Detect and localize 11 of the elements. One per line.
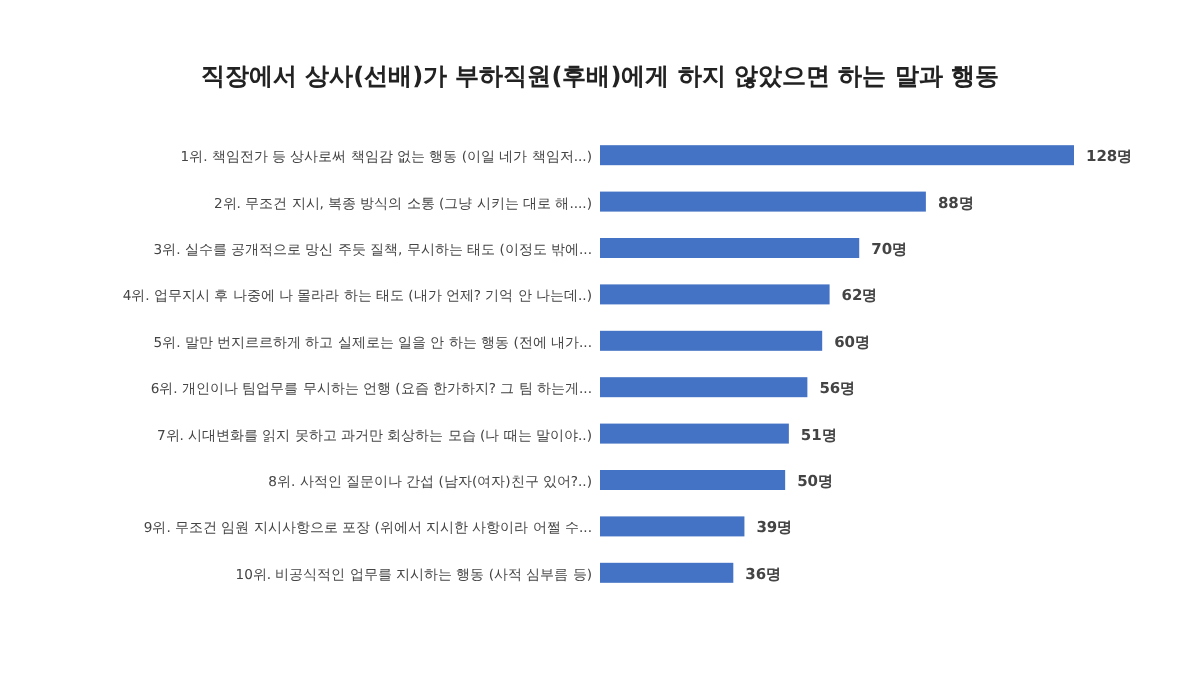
bar bbox=[600, 284, 830, 305]
bar bbox=[600, 562, 734, 583]
bar bbox=[600, 191, 926, 212]
bar bbox=[600, 330, 823, 351]
bar bbox=[600, 238, 860, 258]
bar bbox=[600, 423, 789, 444]
chart-title: 직장에서 상사(선배)가 부하직원(후배)에게 하지 않았으면 하는 말과 행동 bbox=[200, 62, 1000, 90]
bar bbox=[600, 470, 786, 490]
bar bbox=[600, 145, 1074, 166]
bar bbox=[600, 516, 745, 537]
bar bbox=[600, 377, 808, 398]
